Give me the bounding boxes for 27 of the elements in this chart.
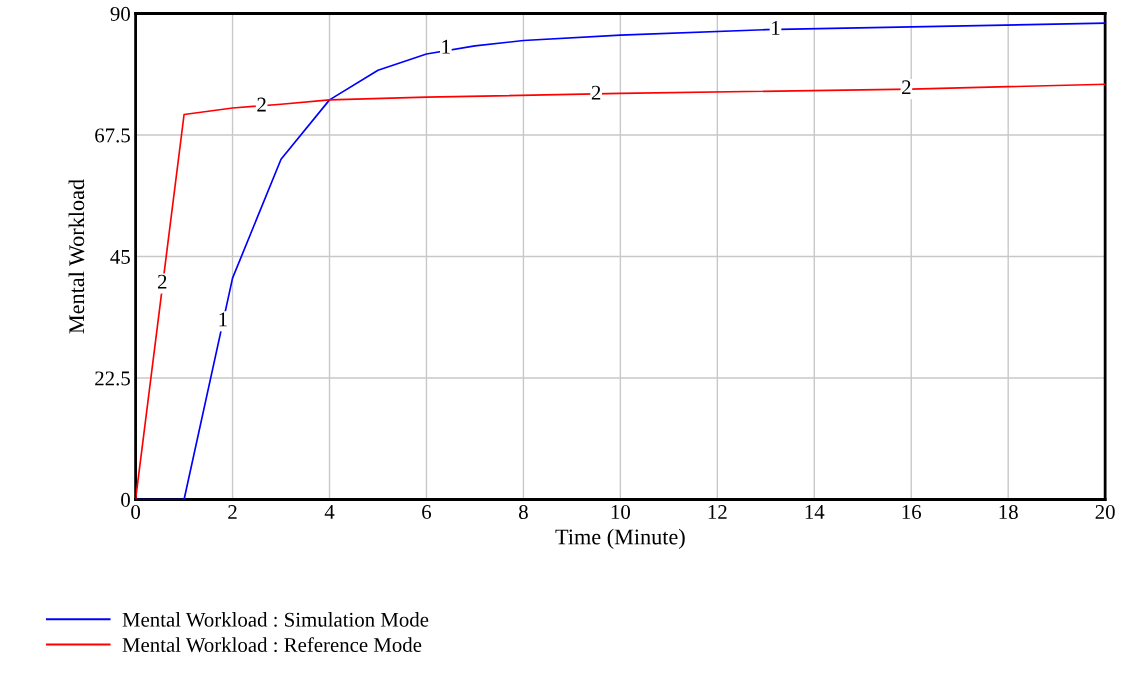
x-tick-label: 4 <box>324 505 335 519</box>
x-tick-label: 20 <box>1095 504 1115 520</box>
annotation: 2 <box>591 85 601 100</box>
y-tick-label: 0 <box>121 492 130 507</box>
y-tick-label: 22.5 <box>95 371 130 386</box>
annotation: 1 <box>219 312 227 327</box>
x-tick-label: 2 <box>228 505 237 519</box>
annotation: 1 <box>772 20 780 35</box>
legend-label: Mental Workload : Simulation Mode <box>122 612 429 627</box>
x-tick-label: 0 <box>131 504 141 520</box>
legend-label: Mental Workload : Reference Mode <box>122 637 422 653</box>
y-tick-label: 45 <box>110 250 130 264</box>
x-tick-label: 8 <box>519 504 528 520</box>
y-tick-label: 90 <box>110 6 130 21</box>
x-tick-label: 12 <box>708 505 727 519</box>
x-tick-label: 14 <box>805 505 825 519</box>
annotation: 2 <box>257 97 266 112</box>
annotation: 1 <box>442 39 450 54</box>
y-axis-title: Mental Workload <box>68 179 85 334</box>
y-tick-label: 67.5 <box>95 128 130 143</box>
x-tick-label: 10 <box>611 504 630 520</box>
x-tick-label: 6 <box>422 505 432 520</box>
x-tick-label: 16 <box>902 505 922 520</box>
annotation: 2 <box>902 80 911 95</box>
x-axis-title: Time (Minute) <box>555 528 685 549</box>
annotation: 2 <box>157 274 167 289</box>
x-tick-label: 18 <box>999 504 1018 520</box>
